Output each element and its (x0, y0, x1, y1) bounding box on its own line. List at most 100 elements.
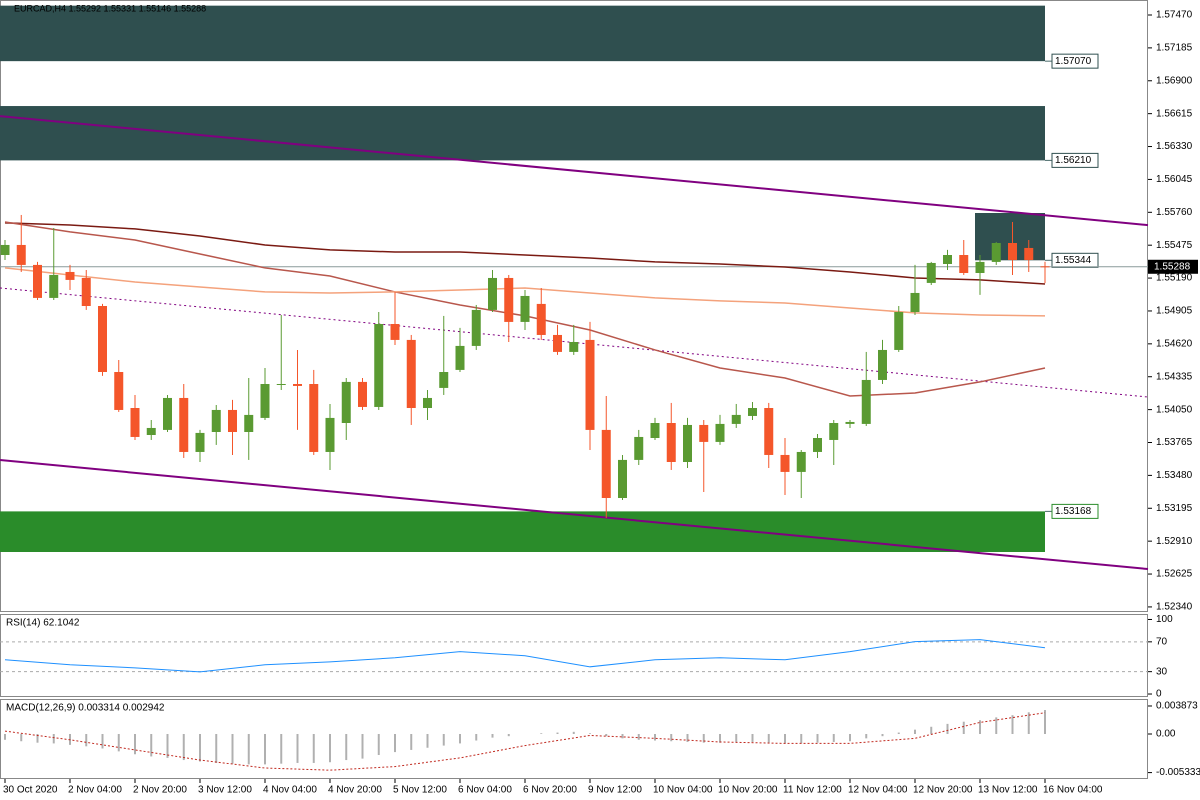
candle-body (683, 424, 692, 462)
candle-body (455, 345, 465, 370)
zone-label: 1.56210 (1055, 155, 1092, 166)
candle-body (504, 277, 514, 322)
y-tick-label: 1.54335 (1156, 371, 1193, 382)
candle-body (33, 264, 42, 298)
y-tick-label: 1.55475 (1156, 240, 1193, 251)
y-tick-label: 0.003873 (1156, 701, 1198, 712)
zone (0, 106, 1045, 161)
candle-body (764, 408, 774, 455)
y-tick-label: 70 (1156, 636, 1168, 647)
candle-body (325, 417, 335, 452)
x-tick-label: 2 Nov 04:00 (68, 785, 122, 796)
y-tick-label: -0.005333 (1156, 767, 1200, 778)
candle-body (98, 306, 107, 372)
indicator-title: RSI(14) 62.1042 (6, 618, 80, 629)
y-tick-label: 1.57470 (1156, 10, 1193, 21)
x-tick-label: 3 Nov 12:00 (198, 785, 252, 796)
y-tick-label: 1.53480 (1156, 470, 1193, 481)
candle-body (16, 244, 26, 265)
moving-average (4, 267, 1046, 317)
candle-body (861, 379, 871, 424)
candle-body (228, 409, 237, 432)
candle-body (699, 424, 709, 442)
chart-header: EURCAD,H4 1.55292 1.55331 1.55146 1.5528… (14, 3, 206, 13)
candle-body (309, 384, 319, 452)
zone-label: 1.55344 (1055, 255, 1092, 266)
x-tick-label: 10 Nov 04:00 (653, 785, 713, 796)
current-price-label: 1.55288 (1154, 261, 1191, 272)
y-tick-label: 1.52625 (1156, 569, 1193, 580)
candle-body (341, 381, 351, 423)
y-tick-label: 1.52340 (1156, 602, 1193, 613)
candle-body (959, 255, 969, 273)
candle-body (423, 397, 432, 408)
rsi-pane (0, 614, 1148, 697)
candle-body (195, 432, 205, 452)
y-tick-label: 0 (1156, 689, 1162, 700)
x-tick-label: 13 Nov 12:00 (978, 785, 1038, 796)
y-tick-label: 1.54905 (1156, 306, 1193, 317)
trendline (0, 115, 1149, 227)
zone-label: 1.53168 (1055, 506, 1092, 517)
candle-body (926, 262, 936, 283)
y-tick-label: 100 (1156, 614, 1173, 625)
candle-body (618, 459, 627, 498)
y-tick-label: 30 (1156, 666, 1168, 677)
candle-body (390, 324, 400, 340)
candle-body (65, 271, 75, 280)
current-price-box (1148, 259, 1198, 274)
zone-label-box (1051, 152, 1099, 168)
y-tick-label: 1.56045 (1156, 174, 1193, 185)
candle-body (163, 397, 172, 430)
macd-signal (4, 712, 1046, 771)
x-tick-label: 9 Nov 12:00 (588, 785, 642, 796)
x-tick-label: 4 Nov 20:00 (328, 785, 382, 796)
y-tick-label: 1.54620 (1156, 338, 1193, 349)
y-tick-label: 1.55760 (1156, 207, 1193, 218)
x-tick-label: 12 Nov 20:00 (913, 785, 973, 796)
candle-body (991, 243, 1001, 262)
zone (0, 511, 1045, 552)
candle-body (796, 451, 806, 472)
candle-body (813, 438, 822, 452)
x-tick-label: 16 Nov 04:00 (1043, 785, 1103, 796)
zone-label-box (1051, 53, 1099, 69)
candle-body (358, 381, 367, 407)
candle-body (439, 372, 449, 388)
x-tick-label: 11 Nov 12:00 (783, 785, 842, 796)
candle-body (731, 414, 741, 424)
candle-body (1040, 266, 1050, 268)
x-tick-label: 30 Oct 2020 (3, 785, 58, 796)
zone-label: 1.57070 (1055, 56, 1092, 67)
candle-body (780, 454, 790, 472)
rsi-line (4, 639, 1046, 673)
candle-body (975, 261, 985, 273)
candle-body (829, 423, 839, 440)
y-tick-label: 1.53195 (1156, 503, 1193, 514)
candle-body (293, 384, 302, 386)
zone-label-box (1051, 252, 1099, 268)
candle-body (211, 409, 221, 432)
x-tick-label: 12 Nov 04:00 (848, 785, 908, 796)
candle-body (748, 408, 757, 416)
candle-body (650, 423, 660, 438)
candle-body (569, 342, 579, 352)
x-tick-label: 6 Nov 04:00 (458, 785, 512, 796)
candle-body (130, 408, 140, 437)
moving-average (4, 222, 1046, 285)
candle-body (520, 295, 530, 322)
candle-body (276, 384, 286, 385)
candle-body (666, 423, 676, 462)
candle-body (0, 244, 10, 255)
candle-body (715, 423, 725, 442)
y-tick-label: 1.52910 (1156, 536, 1193, 547)
candle-body (374, 324, 384, 407)
candle-body (244, 414, 254, 432)
candle-body (260, 384, 270, 418)
macd-pane (0, 699, 1148, 779)
candle-body (553, 334, 562, 352)
y-tick-label: 0.00 (1156, 729, 1176, 740)
zone (0, 5, 1045, 62)
y-tick-label: 1.56900 (1156, 75, 1193, 86)
y-tick-label: 1.53765 (1156, 437, 1193, 448)
